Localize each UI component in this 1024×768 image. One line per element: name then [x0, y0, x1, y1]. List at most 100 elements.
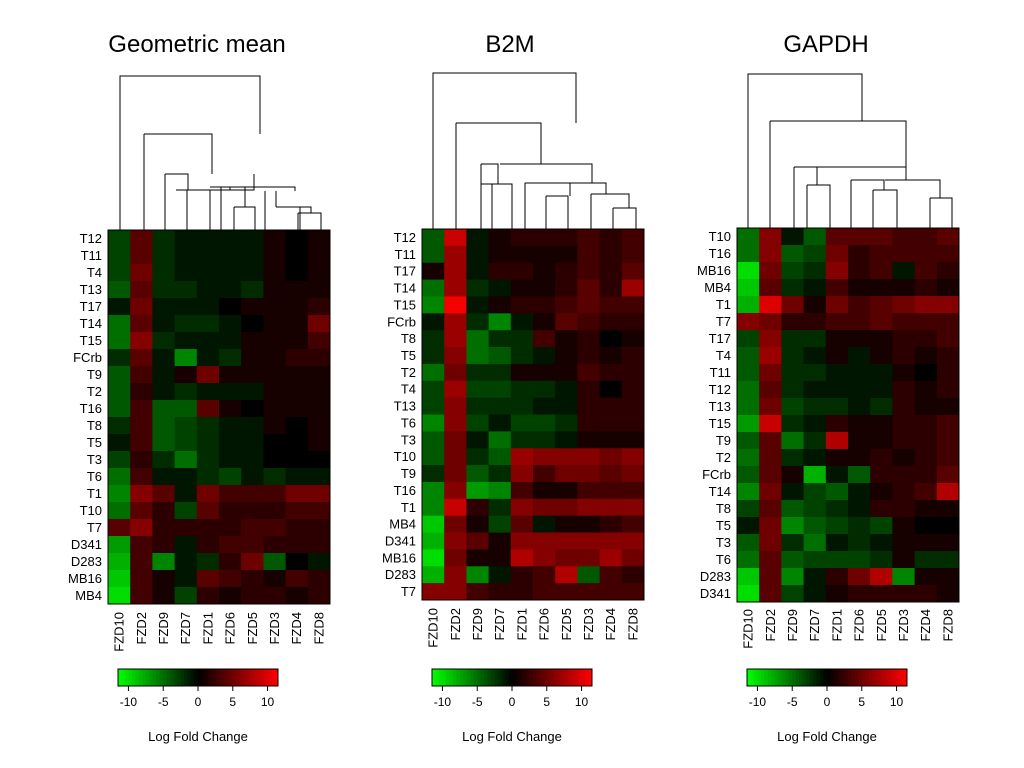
heatmap-cell — [285, 502, 309, 520]
heatmap-cell — [759, 262, 782, 280]
heatmap-cell — [422, 397, 445, 415]
heatmap-cell — [825, 330, 849, 348]
heatmap-cell — [936, 466, 960, 484]
heatmap-cell — [241, 553, 264, 571]
heatmap-cell — [174, 315, 198, 333]
heatmap-cell — [219, 434, 242, 452]
heatmap-cell — [285, 519, 309, 537]
heatmap-cell — [263, 485, 286, 503]
heatmap-cell — [737, 483, 760, 501]
heatmap-cell — [599, 532, 623, 550]
color-scale-segment — [844, 669, 849, 686]
heatmap-cell — [737, 262, 760, 280]
heatmap-cell — [488, 481, 512, 500]
color-scale-segment — [187, 669, 192, 686]
row-label: MB16 — [68, 571, 102, 586]
heatmap-cell — [130, 332, 153, 350]
heatmap-cell — [219, 315, 242, 333]
heatmap-cell — [621, 363, 645, 382]
heatmap-cell — [219, 553, 242, 571]
color-scale-segment — [445, 669, 450, 686]
heatmap-cell — [422, 380, 445, 399]
heatmap-cell — [848, 228, 871, 246]
color-scale-segment — [215, 669, 220, 686]
heatmap-cell — [599, 481, 623, 500]
heatmap-cell — [892, 347, 915, 365]
heatmap-cell — [196, 366, 220, 384]
heatmap-cell — [848, 398, 871, 416]
heatmap-cell — [803, 347, 827, 365]
color-scale-segment — [118, 669, 122, 686]
heatmap-cell — [466, 330, 489, 348]
color-scale-segment — [522, 669, 527, 686]
column-label: FZD1 — [514, 608, 529, 641]
heatmap-cell — [914, 432, 938, 450]
heatmap-cell — [510, 583, 534, 601]
heatmap-cell — [307, 553, 331, 571]
heatmap-cell — [130, 366, 153, 384]
heatmap-cell — [621, 498, 645, 517]
heatmap-cell — [621, 330, 645, 348]
heatmap-cell — [936, 415, 960, 433]
heatmap-cell — [285, 417, 309, 435]
heatmap-cell — [263, 298, 286, 316]
heatmap-cell — [510, 431, 534, 449]
heatmap-cell — [130, 570, 153, 588]
color-scale-segment — [893, 669, 897, 686]
heatmap-cell — [444, 313, 467, 331]
heatmap-cell — [219, 332, 242, 350]
heatmap-cell — [285, 451, 309, 469]
heatmap-cell — [848, 313, 871, 331]
heatmap-cell — [803, 517, 827, 535]
color-scale-tick-label: -10 — [434, 695, 452, 709]
heatmap-cell — [737, 398, 760, 416]
heatmap-cell — [488, 330, 512, 348]
heatmap-cell — [219, 230, 242, 248]
heatmap-cell — [781, 398, 804, 416]
heatmap-cell — [241, 485, 264, 503]
heatmap-cell — [241, 315, 264, 333]
heatmap-cell — [621, 262, 645, 280]
heatmap-cell — [803, 364, 827, 382]
color-scale-segment — [208, 669, 213, 686]
heatmap-cell — [555, 245, 578, 264]
heatmap-cell — [444, 515, 467, 533]
row-label: T1 — [716, 297, 731, 312]
heatmap-cell — [825, 364, 849, 382]
color-scale-segment — [550, 669, 555, 686]
heatmap-cell — [466, 448, 489, 466]
column-label: FZD4 — [603, 608, 618, 641]
heatmap-cell — [444, 448, 467, 466]
heatmap-cell — [510, 448, 534, 466]
heatmap-cell — [555, 431, 578, 449]
heatmap-cell — [781, 585, 804, 603]
heatmap-cell — [152, 570, 175, 588]
color-scale-segment — [854, 669, 859, 686]
heatmap-cell — [577, 330, 600, 348]
color-scale-segment — [581, 669, 586, 686]
heatmap-cell — [174, 383, 198, 401]
heatmap-cell — [848, 483, 871, 501]
row-label: FCrb — [73, 350, 102, 365]
heatmap-cell — [737, 534, 760, 552]
color-scale-segment — [250, 669, 255, 686]
heatmap-cell — [533, 262, 556, 280]
heatmap-cell — [488, 448, 512, 466]
heatmap-cell — [870, 364, 893, 382]
row-label: FCrb — [702, 467, 731, 482]
heatmap-cell — [914, 313, 938, 331]
color-scale-tick-label: -5 — [787, 695, 798, 709]
heatmap-cell — [174, 570, 198, 588]
heatmap-cell — [130, 536, 153, 554]
heatmap-cell — [466, 583, 489, 601]
column-label: FZD9 — [785, 609, 800, 642]
row-label: T8 — [401, 331, 416, 346]
heatmap-cell — [241, 519, 264, 537]
heatmap-cell — [759, 245, 782, 263]
heatmap-cell — [599, 566, 623, 584]
color-scale-segment — [795, 669, 800, 686]
heatmap-cell — [130, 468, 153, 486]
color-scale-segment — [553, 669, 558, 686]
heatmap-cell — [510, 566, 534, 584]
heatmap-cell — [599, 583, 623, 601]
